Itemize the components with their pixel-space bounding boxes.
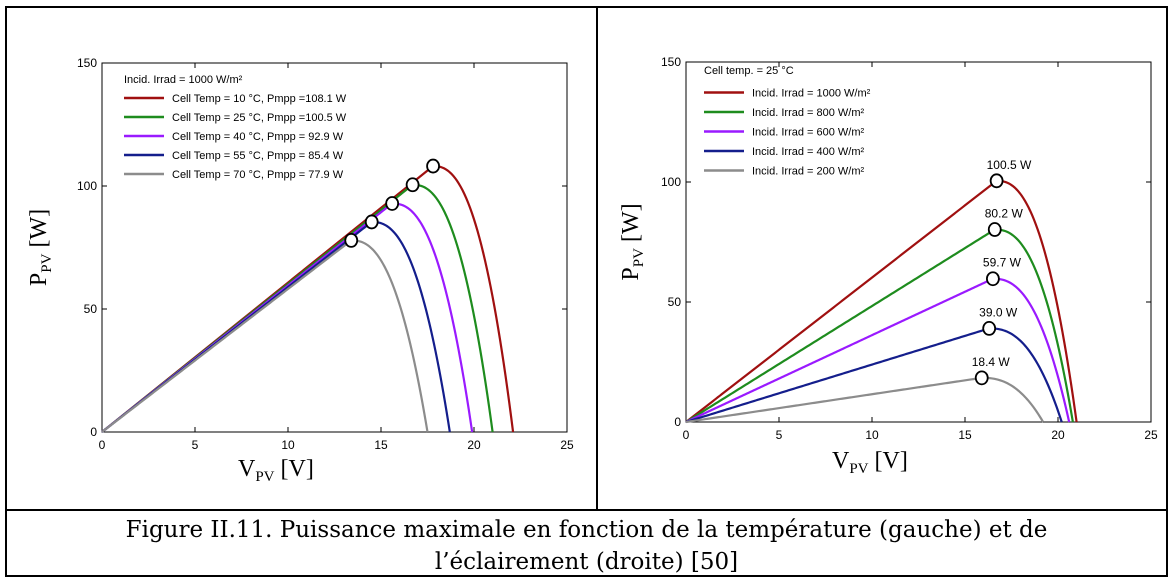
x-tick-label: 25 xyxy=(1144,428,1158,442)
y-tick-label: 100 xyxy=(661,175,681,189)
series-line xyxy=(685,228,1074,423)
mpp-marker xyxy=(989,173,1004,189)
y-tick-label: 100 xyxy=(77,179,97,193)
x-axis-label: VPV [V] xyxy=(832,448,908,477)
x-tick-label: 15 xyxy=(374,438,388,452)
mpp-marker xyxy=(344,232,359,248)
legend-entry: Cell Temp = 10 °C, Pmpp =108.1 W xyxy=(172,93,347,105)
y-tick-label: 150 xyxy=(77,56,97,70)
x-tick-label: 10 xyxy=(281,438,295,452)
panel-divider xyxy=(596,6,598,511)
series-line xyxy=(101,239,429,433)
series-line xyxy=(101,220,451,433)
series-line xyxy=(101,183,494,433)
caption-divider xyxy=(5,509,1168,511)
series-line xyxy=(685,327,1063,424)
y-tick-label: 50 xyxy=(668,295,682,309)
legend-entry: Cell Temp = 25 °C, Pmpp =100.5 W xyxy=(172,112,347,124)
x-tick-label: 0 xyxy=(683,428,690,442)
x-tick-label: 20 xyxy=(467,438,481,452)
chart-temperature: 0 5 10 15 20 25 0 50 100 150 VPV [V] PPV [W] Incid. … xyxy=(26,56,574,485)
y-tick-label: 0 xyxy=(90,425,97,439)
x-tick-label: 15 xyxy=(958,428,972,442)
legend-title: Cell temp. = 25 °C xyxy=(704,65,794,77)
plot-area xyxy=(101,62,568,433)
mpp-marker xyxy=(974,370,989,386)
series-line xyxy=(685,277,1071,423)
mpp-marker xyxy=(985,271,1000,287)
figure-caption-line-2: l’éclairement (droite) [50] xyxy=(434,549,739,575)
mpp-label: 59.7 W xyxy=(983,256,1022,270)
legend-entry: Incid. Irrad = 800 W/m² xyxy=(752,107,865,119)
mpp-marker xyxy=(364,214,379,230)
y-axis-label: PPV [W] xyxy=(26,209,55,286)
x-tick-label: 5 xyxy=(776,428,783,442)
mpp-marker xyxy=(982,320,997,336)
y-tick-label: 150 xyxy=(661,55,681,69)
figure-frame xyxy=(5,6,1168,577)
y-tick-label: 50 xyxy=(84,302,98,316)
legend-entry: Cell Temp = 40 °C, Pmpp = 92.9 W xyxy=(172,131,344,143)
legend-title: Incid. Irrad = 1000 W/m² xyxy=(124,74,243,86)
chart-irradiance: 0 5 10 15 20 25 0 50 100 150 VPV [V] PPV [W] Cell te… xyxy=(618,55,1158,477)
mpp-label: 80.2 W xyxy=(985,207,1024,221)
series-line xyxy=(685,179,1078,423)
x-axis-label: VPV [V] xyxy=(238,456,314,485)
x-tick-label: 10 xyxy=(865,428,879,442)
figure-caption-line-1: Figure II.11. Puissance maximale en fonc… xyxy=(125,517,1048,543)
y-tick-label: 0 xyxy=(674,415,681,429)
x-tick-label: 5 xyxy=(192,438,199,452)
legend-entry: Cell Temp = 70 °C, Pmpp = 77.9 W xyxy=(172,169,344,181)
plot-area xyxy=(685,61,1152,423)
legend-entry: Incid. Irrad = 400 W/m² xyxy=(752,146,865,158)
mpp-marker xyxy=(405,177,420,193)
x-tick-label: 0 xyxy=(99,438,106,452)
x-tick-label: 20 xyxy=(1051,428,1065,442)
mpp-label: 18.4 W xyxy=(972,355,1011,369)
legend-entry: Incid. Irrad = 600 W/m² xyxy=(752,127,865,139)
mpp-marker xyxy=(385,196,400,211)
mpp-marker xyxy=(426,158,440,174)
series-line xyxy=(101,202,474,433)
y-axis-label: PPV [W] xyxy=(618,203,647,280)
mpp-label: 100.5 W xyxy=(987,158,1032,172)
series-line xyxy=(685,376,1045,424)
mpp-label: 39.0 W xyxy=(979,305,1018,319)
mpp-marker xyxy=(987,222,1002,237)
x-tick-label: 25 xyxy=(560,438,574,452)
series-line xyxy=(101,164,515,433)
legend-entry: Cell Temp = 55 °C, Pmpp = 85.4 W xyxy=(172,150,344,162)
legend-entry: Incid. Irrad = 200 W/m² xyxy=(752,166,865,178)
legend-entry: Incid. Irrad = 1000 W/m² xyxy=(752,88,871,100)
